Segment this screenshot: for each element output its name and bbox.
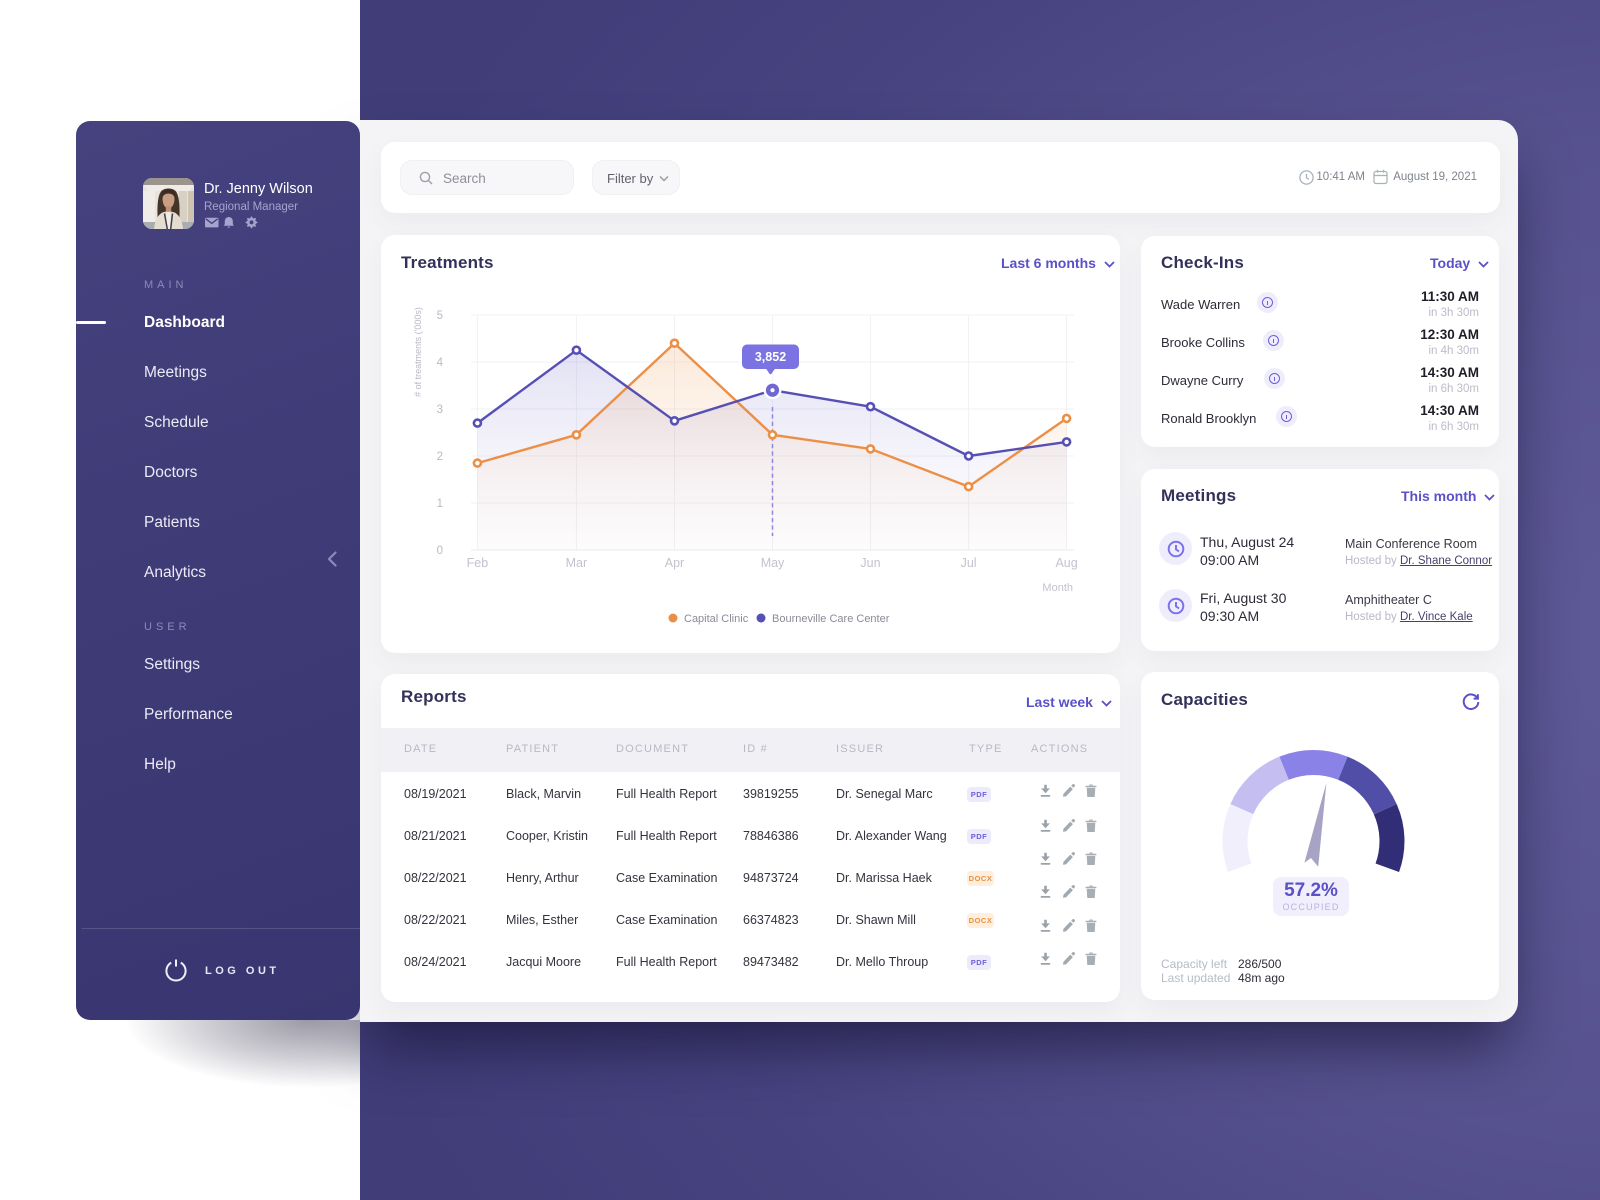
- svg-text:Feb: Feb: [467, 556, 489, 570]
- svg-text:Month: Month: [1042, 582, 1073, 594]
- svg-text:May: May: [761, 556, 785, 570]
- svg-text:Capital Clinic: Capital Clinic: [684, 613, 749, 625]
- svg-text:Apr: Apr: [665, 556, 684, 570]
- svg-text:1: 1: [437, 498, 443, 510]
- svg-text:Aug: Aug: [1055, 556, 1077, 570]
- svg-text:Jun: Jun: [860, 556, 880, 570]
- svg-text:2: 2: [437, 451, 443, 463]
- svg-text:Mar: Mar: [566, 556, 588, 570]
- svg-text:Jul: Jul: [961, 556, 977, 570]
- svg-text:5: 5: [437, 310, 443, 322]
- svg-text:# of treatments ('000s): # of treatments ('000s): [413, 307, 423, 397]
- svg-text:4: 4: [437, 357, 444, 369]
- svg-text:3,852: 3,852: [755, 350, 786, 364]
- svg-text:0: 0: [437, 545, 443, 557]
- svg-text:Bourneville Care Center: Bourneville Care Center: [772, 613, 890, 625]
- svg-text:3: 3: [437, 404, 443, 416]
